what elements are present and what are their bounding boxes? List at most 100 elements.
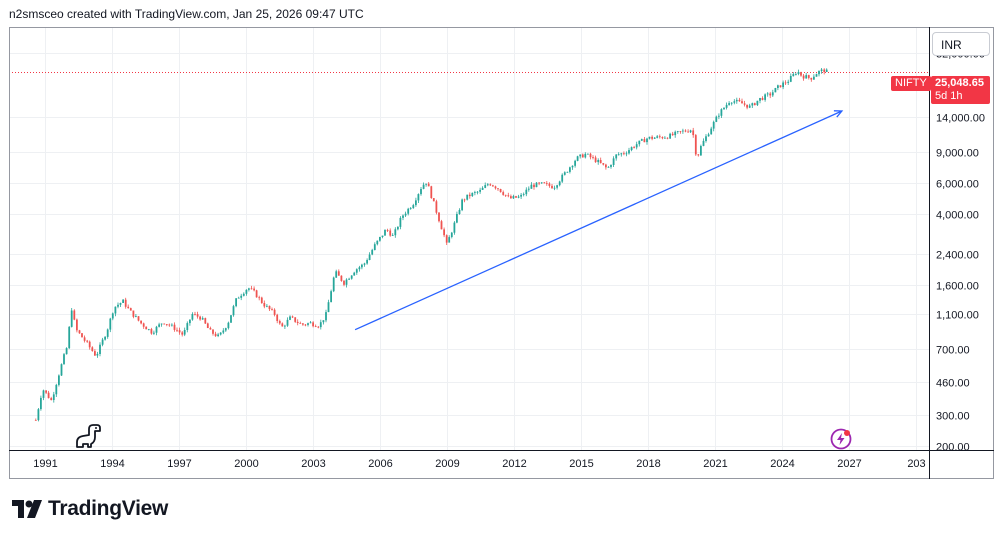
candle-body <box>260 297 263 303</box>
candle-body <box>47 392 50 399</box>
candle-body <box>415 200 417 206</box>
candle-body <box>199 316 201 320</box>
candle-body <box>669 133 671 139</box>
candle-body <box>147 329 150 330</box>
candle-body <box>384 230 386 236</box>
candle-body <box>620 153 623 155</box>
candle-body <box>309 322 312 324</box>
candle-body <box>530 184 533 189</box>
candle-body <box>456 214 458 223</box>
candle-body <box>453 222 456 233</box>
candle-body <box>566 171 569 173</box>
candle-body <box>409 208 412 209</box>
candle-body <box>363 263 366 265</box>
candle-body <box>86 340 89 342</box>
tradingview-brand[interactable]: TradingView <box>12 497 168 521</box>
lightning-icon[interactable] <box>829 427 853 456</box>
candle-body <box>358 267 361 270</box>
candle-body <box>492 185 494 187</box>
candle-body <box>343 280 345 285</box>
candle-body <box>612 158 615 165</box>
time-tick-label: 2018 <box>636 458 660 470</box>
candle-body <box>486 184 489 186</box>
candle-body <box>132 310 135 317</box>
candle-body <box>350 275 353 279</box>
candle-body <box>219 332 222 335</box>
candle-body <box>807 75 810 78</box>
price-tick-label: 4,000.00 <box>936 210 979 222</box>
candle-body <box>314 326 317 327</box>
candle-body <box>160 323 163 325</box>
currency-selector[interactable]: INR <box>932 32 990 56</box>
candle-body <box>607 166 610 168</box>
candle-body <box>515 196 517 198</box>
candle-body <box>322 320 325 323</box>
candle-body <box>214 333 217 337</box>
candle-body <box>386 230 389 231</box>
candle-body <box>397 226 399 230</box>
candle-body <box>479 189 481 192</box>
candle-body <box>520 194 522 197</box>
candle-body <box>458 210 461 214</box>
candle-body <box>83 337 86 341</box>
candle-body <box>183 330 186 335</box>
candle-body <box>599 160 602 163</box>
candle-body <box>122 299 124 303</box>
candle-body <box>142 323 145 327</box>
candle-body <box>664 137 666 139</box>
symbol-label: NIFTY <box>891 76 931 91</box>
time-tick-label: 2003 <box>301 458 325 470</box>
candle-body <box>676 131 679 132</box>
candle-body <box>769 93 772 96</box>
price-tick-label: 200.00 <box>936 442 970 454</box>
candle-body <box>104 336 106 340</box>
candle-body <box>76 319 78 331</box>
candle-body <box>296 321 299 323</box>
candle-body <box>589 153 592 158</box>
candle-body <box>810 77 813 80</box>
candle-body <box>114 306 117 314</box>
candle-body <box>813 76 815 80</box>
candle-body <box>784 82 787 84</box>
candle-body <box>551 185 553 189</box>
candle-body <box>702 140 705 146</box>
candle-body <box>438 212 440 222</box>
candle-body <box>643 139 646 143</box>
candle-body <box>140 320 142 324</box>
candle-body <box>109 318 112 330</box>
price-chart[interactable]: 200.00 300.00 460.00 700.00 1,100.00 1,600.00… <box>9 27 994 479</box>
candle-body <box>504 194 507 196</box>
chart-border <box>9 27 994 479</box>
candle-body <box>394 229 397 236</box>
candle-body <box>50 398 53 400</box>
candle-body <box>825 69 828 72</box>
candle-body <box>489 184 492 186</box>
price-tick-label: 300.00 <box>936 411 970 423</box>
candle-body <box>371 249 374 255</box>
candle-body <box>571 165 574 168</box>
candle-body <box>797 72 800 74</box>
candle-body <box>379 237 381 241</box>
candle-body <box>194 314 196 315</box>
candle-body <box>610 165 612 167</box>
candle-body <box>735 99 738 102</box>
grid-lines <box>9 27 929 450</box>
chart-area[interactable]: 200.00 300.00 460.00 700.00 1,100.00 1,600.00… <box>9 27 994 479</box>
candle-body <box>587 153 589 155</box>
candle-body <box>273 309 276 315</box>
candle-body <box>556 185 558 188</box>
candle-body <box>445 235 448 243</box>
candle-body <box>764 94 766 100</box>
candle-body <box>427 183 430 187</box>
candle-body <box>522 194 525 195</box>
candle-body <box>517 196 520 198</box>
candle-body <box>294 317 297 322</box>
candle-body <box>158 324 160 327</box>
candle-body <box>623 153 625 155</box>
candle-body <box>353 272 356 276</box>
time-tick-label: 2027 <box>837 458 861 470</box>
candle-body <box>155 326 158 333</box>
candle-body <box>753 103 756 106</box>
candle-body <box>58 375 60 385</box>
candle-body <box>805 75 808 79</box>
